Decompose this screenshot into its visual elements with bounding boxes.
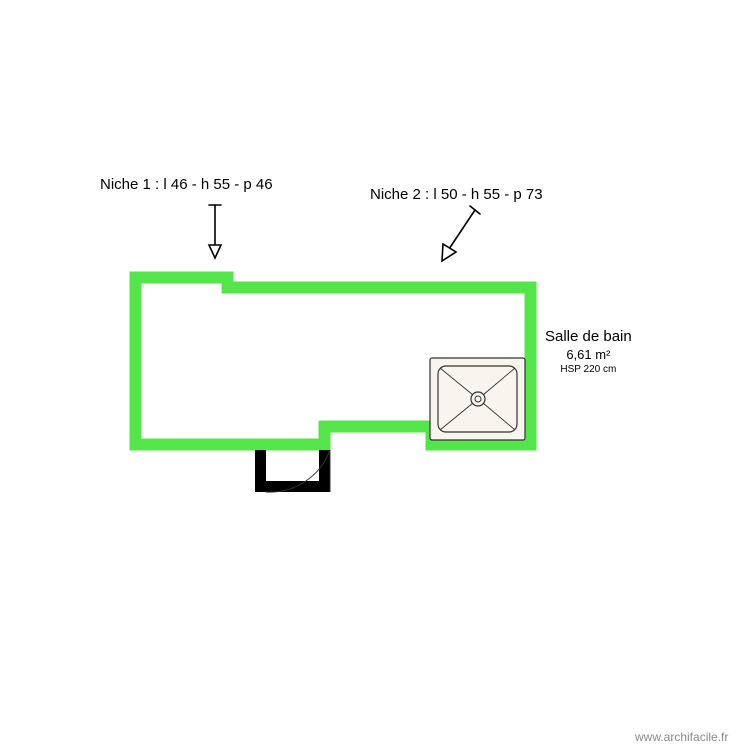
floorplan-svg (0, 0, 750, 750)
room-name: Salle de bain (545, 328, 632, 345)
watermark: www.archifacile.fr (635, 730, 728, 744)
shower-tray (430, 358, 525, 440)
room-info: Salle de bain 6,61 m² HSP 220 cm (545, 328, 632, 375)
walls-black (255, 450, 330, 492)
label-niche2: Niche 2 : l 50 - h 55 - p 73 (370, 186, 543, 203)
room-area: 6,61 m² (545, 347, 632, 362)
floorplan-canvas: Niche 1 : l 46 - h 55 - p 46 Niche 2 : l… (0, 0, 750, 750)
arrow-niche1 (209, 205, 221, 258)
label-niche1: Niche 1 : l 46 - h 55 - p 46 (100, 176, 273, 193)
room-hsp: HSP 220 cm (545, 364, 632, 375)
arrow-niche2 (442, 206, 480, 261)
